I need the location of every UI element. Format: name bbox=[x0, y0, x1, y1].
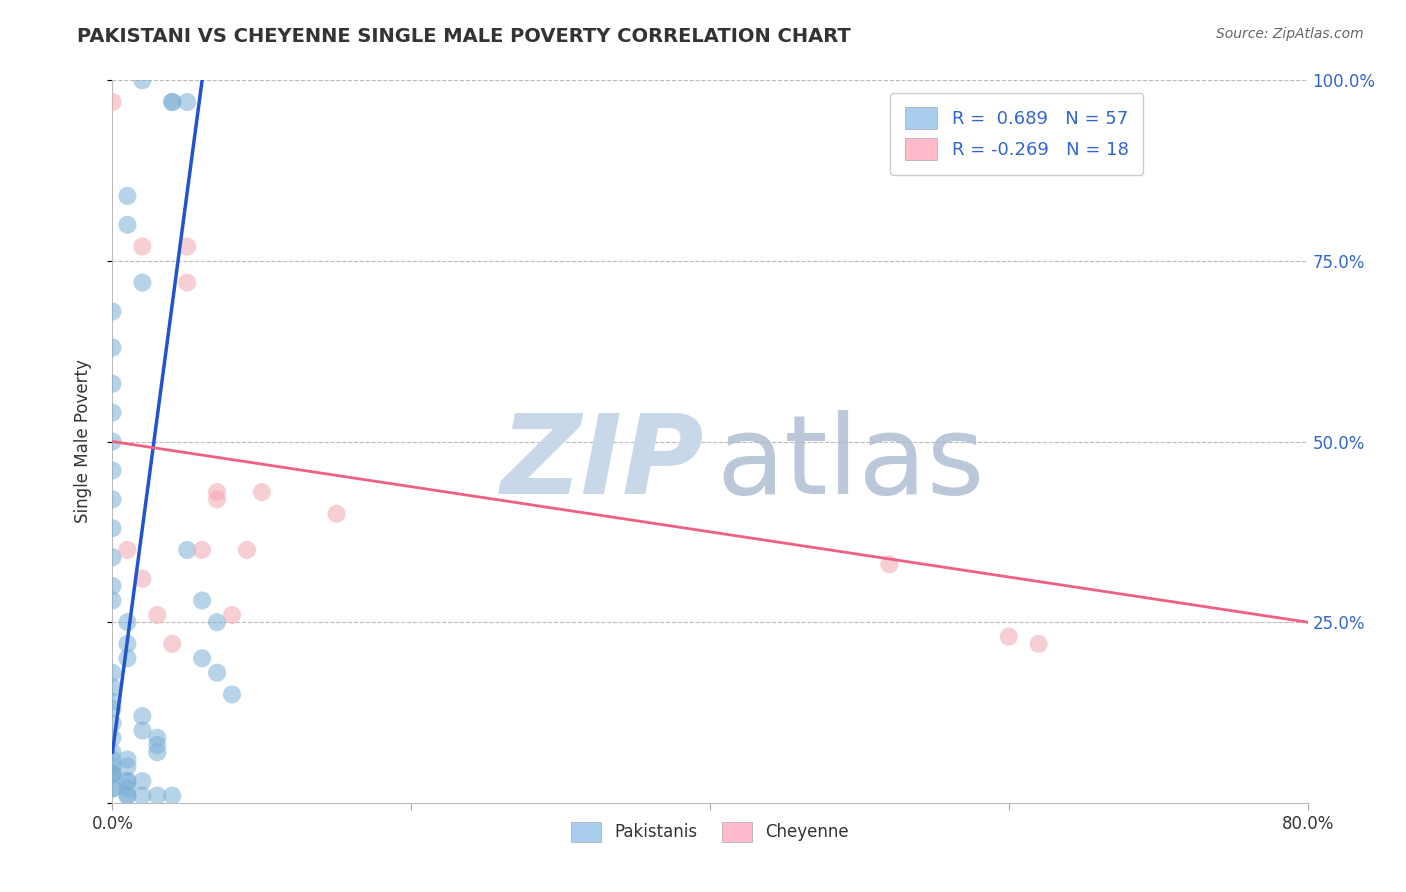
Point bbox=[101, 752, 124, 766]
Point bbox=[1028, 637, 1050, 651]
Point bbox=[131, 723, 153, 738]
Point bbox=[101, 492, 124, 507]
Point bbox=[101, 702, 124, 716]
Point bbox=[117, 774, 139, 789]
Point bbox=[117, 752, 139, 766]
Point bbox=[191, 593, 214, 607]
Point bbox=[131, 789, 153, 803]
Point bbox=[117, 760, 139, 774]
Point bbox=[101, 593, 124, 607]
Point bbox=[101, 781, 124, 796]
Point bbox=[101, 760, 124, 774]
Point bbox=[250, 485, 273, 500]
Text: PAKISTANI VS CHEYENNE SINGLE MALE POVERTY CORRELATION CHART: PAKISTANI VS CHEYENNE SINGLE MALE POVERT… bbox=[77, 27, 851, 45]
Point bbox=[131, 73, 153, 87]
Point bbox=[101, 521, 124, 535]
Point bbox=[162, 95, 183, 109]
Text: Source: ZipAtlas.com: Source: ZipAtlas.com bbox=[1216, 27, 1364, 41]
Point bbox=[117, 781, 139, 796]
Point bbox=[176, 276, 198, 290]
Point bbox=[101, 665, 124, 680]
Legend: Pakistanis, Cheyenne: Pakistanis, Cheyenne bbox=[564, 815, 856, 848]
Point bbox=[146, 789, 169, 803]
Point bbox=[205, 492, 228, 507]
Point bbox=[162, 95, 183, 109]
Point bbox=[101, 341, 124, 355]
Point bbox=[146, 607, 169, 622]
Point bbox=[101, 463, 124, 477]
Text: atlas: atlas bbox=[716, 409, 984, 516]
Point bbox=[205, 665, 228, 680]
Point bbox=[879, 558, 901, 572]
Text: ZIP: ZIP bbox=[501, 409, 704, 516]
Point bbox=[101, 767, 124, 781]
Point bbox=[117, 789, 139, 803]
Point bbox=[131, 276, 153, 290]
Point bbox=[221, 687, 243, 701]
Point bbox=[101, 304, 124, 318]
Point bbox=[101, 781, 124, 796]
Point bbox=[146, 738, 169, 752]
Point bbox=[131, 709, 153, 723]
Point bbox=[101, 767, 124, 781]
Point bbox=[101, 745, 124, 759]
Point bbox=[101, 680, 124, 694]
Point bbox=[191, 542, 214, 557]
Point bbox=[101, 716, 124, 731]
Point bbox=[117, 774, 139, 789]
Point bbox=[101, 95, 124, 109]
Point bbox=[221, 607, 243, 622]
Point bbox=[101, 695, 124, 709]
Point bbox=[998, 630, 1021, 644]
Point bbox=[205, 615, 228, 630]
Point bbox=[101, 434, 124, 449]
Point bbox=[117, 189, 139, 203]
Point bbox=[101, 579, 124, 593]
Point bbox=[176, 542, 198, 557]
Point bbox=[101, 767, 124, 781]
Point bbox=[325, 507, 347, 521]
Point bbox=[131, 572, 153, 586]
Point bbox=[176, 95, 198, 109]
Point bbox=[117, 637, 139, 651]
Point bbox=[176, 239, 198, 253]
Point bbox=[131, 774, 153, 789]
Point bbox=[117, 615, 139, 630]
Point bbox=[191, 651, 214, 665]
Point bbox=[205, 485, 228, 500]
Point bbox=[117, 542, 139, 557]
Point bbox=[131, 239, 153, 253]
Point bbox=[117, 218, 139, 232]
Y-axis label: Single Male Poverty: Single Male Poverty bbox=[73, 359, 91, 524]
Point bbox=[101, 376, 124, 391]
Point bbox=[101, 731, 124, 745]
Point bbox=[146, 731, 169, 745]
Point bbox=[101, 406, 124, 420]
Point bbox=[117, 651, 139, 665]
Point bbox=[117, 789, 139, 803]
Point bbox=[146, 745, 169, 759]
Point bbox=[162, 637, 183, 651]
Point bbox=[162, 789, 183, 803]
Point bbox=[101, 550, 124, 565]
Point bbox=[236, 542, 259, 557]
